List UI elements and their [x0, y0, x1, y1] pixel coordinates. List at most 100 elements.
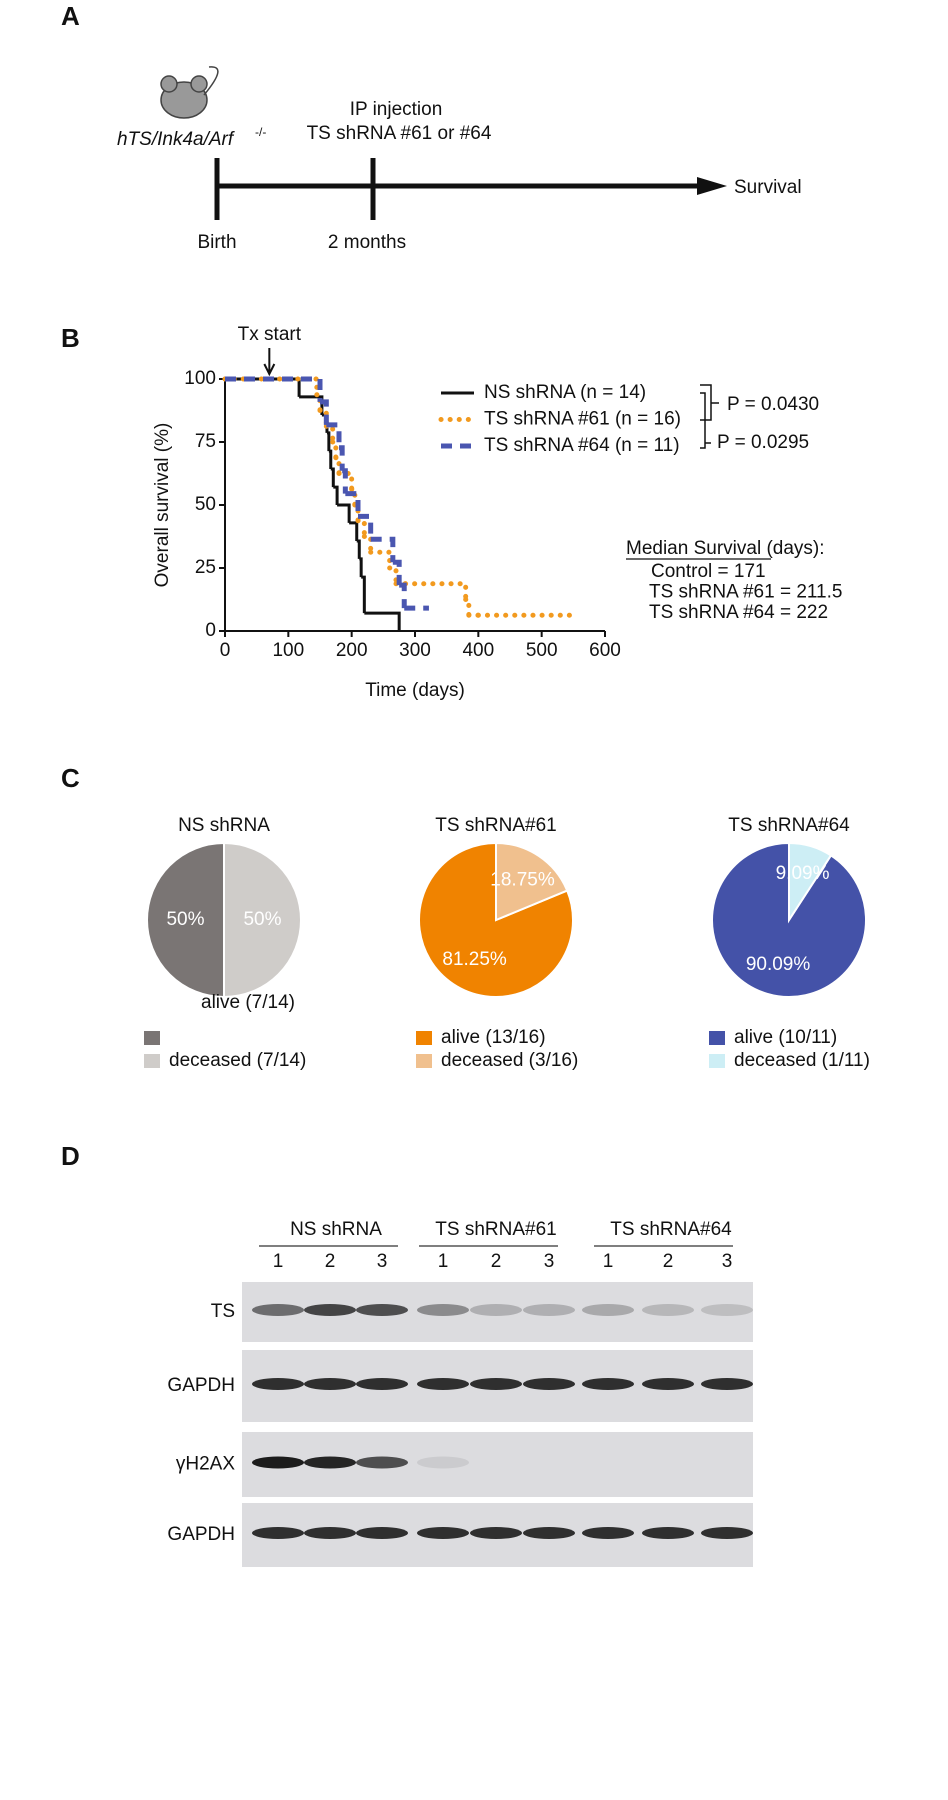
x-tick-label: 200 [336, 640, 368, 661]
survival-step [392, 559, 402, 586]
group-label: NS shRNA [290, 1219, 382, 1240]
blot-band [356, 1304, 408, 1316]
survival-step [355, 518, 367, 539]
mouse-icon [160, 66, 219, 119]
survival-step [387, 565, 399, 587]
blot-band [642, 1378, 694, 1390]
slice-label: 9.09% [776, 863, 830, 884]
lane-label: 2 [491, 1251, 502, 1272]
annotation: Tx start [238, 324, 302, 345]
survival-step [326, 431, 331, 452]
legend-label: alive (7/14) [201, 992, 295, 1013]
y-tick-label: 25 [195, 557, 216, 578]
blot-band [304, 1378, 356, 1390]
median-value: TS shRNA #64 = 222 [649, 602, 828, 623]
blot-band [356, 1527, 408, 1539]
group-label: TS shRNA#64 [610, 1219, 732, 1240]
survival-step [333, 485, 339, 505]
survival-step [339, 445, 345, 471]
blot-band [417, 1527, 469, 1539]
survival-step [320, 399, 329, 425]
lane-label: 3 [722, 1251, 733, 1272]
p-value: P = 0.0430 [727, 394, 819, 415]
median-title: Median Survival (days): [626, 538, 825, 559]
legend-swatch [144, 1031, 160, 1045]
survival-step [328, 449, 333, 469]
y-tick-label: 100 [184, 368, 216, 389]
survival-step [349, 486, 358, 508]
pie-title: TS shRNA#61 [435, 815, 556, 836]
blot-band [701, 1527, 753, 1539]
lane-label: 2 [325, 1251, 336, 1272]
western-blot: NS shRNA TS shRNA#61 TS shRNA#64 1 2 3 1 2 3 1 2 3 T… [167, 1219, 753, 1567]
row-label: γH2AX [176, 1454, 235, 1475]
blot-band [642, 1527, 694, 1539]
bracket [700, 384, 719, 421]
x-axis-label: Time (days) [365, 680, 465, 701]
survival-step [361, 534, 374, 555]
blot-band [470, 1304, 522, 1316]
pie-slice [495, 841, 569, 922]
panel-label: C [61, 763, 80, 793]
panel-label: B [61, 323, 80, 353]
survival-step [364, 611, 401, 631]
legend-label: NS shRNA (n = 14) [484, 382, 646, 403]
blot-band [356, 1378, 408, 1390]
blot-band [252, 1527, 304, 1539]
legend-swatch [416, 1054, 432, 1068]
blot-band [356, 1456, 408, 1469]
survival-step [368, 549, 393, 571]
blot-band [470, 1527, 522, 1539]
lane-label: 1 [603, 1251, 614, 1272]
survival-step [330, 439, 339, 461]
survival-step [361, 575, 366, 614]
pie-charts: NS shRNA 50% alive (7/14) 50% deceased (7/14… [144, 815, 870, 1071]
survival-step [349, 521, 359, 542]
slice-label: 81.25% [442, 949, 507, 970]
survival-step [358, 513, 374, 540]
slice-label: 90.09% [746, 954, 811, 975]
blot-band [582, 1378, 634, 1390]
blot-band [304, 1527, 356, 1539]
blot-band [304, 1304, 356, 1316]
legend-swatch [416, 1031, 432, 1045]
blot-band [523, 1527, 575, 1539]
survival-step [356, 539, 361, 559]
annotation-arrow [263, 348, 276, 377]
y-axis-label: Overall survival (%) [152, 423, 173, 588]
blot-band [417, 1304, 469, 1316]
blot-band [523, 1304, 575, 1316]
panel-label: D [61, 1141, 80, 1171]
pie-title: TS shRNA#64 [728, 815, 850, 836]
legend-swatch [144, 1054, 160, 1068]
x-tick-label: 500 [526, 640, 558, 661]
legend-label: deceased (3/16) [441, 1050, 578, 1071]
survival-step [333, 455, 342, 476]
pie-slice [223, 841, 302, 999]
blot-band [642, 1304, 694, 1316]
blot-band [701, 1304, 753, 1316]
timeline-arrow [697, 177, 727, 195]
pie-slice [788, 841, 833, 924]
pie-slice [418, 841, 574, 998]
treatment-label: TS shRNA #61 or #64 [307, 123, 492, 144]
survival-step [222, 376, 320, 398]
survival-step [314, 392, 323, 413]
slice-label: 18.75% [490, 869, 555, 890]
survival-step [370, 536, 396, 563]
timepoint-label: 2 months [328, 232, 406, 253]
survival-step [345, 491, 361, 517]
legend-swatch [709, 1031, 725, 1045]
median-value: Control = 171 [651, 561, 766, 582]
survival-step [225, 377, 301, 397]
x-tick-label: 100 [272, 640, 304, 661]
survival-step [337, 503, 351, 523]
x-tick-label: 0 [220, 640, 231, 661]
lane-label: 2 [663, 1251, 674, 1272]
blot-band [470, 1378, 522, 1390]
y-tick-label: 50 [195, 494, 216, 515]
blot-band [252, 1304, 304, 1316]
survival-chart: 0 100 200 300 400 500 600 0 25 50 75 100 Time (days)… [152, 324, 842, 701]
